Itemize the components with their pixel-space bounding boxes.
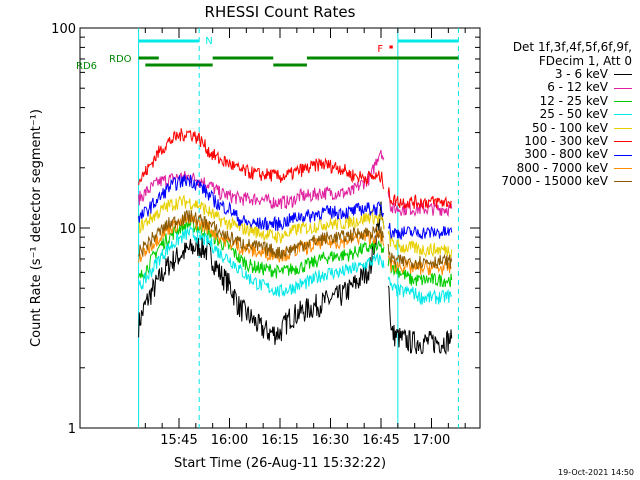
- legend-item-label: 50 - 100 keV: [531, 120, 608, 135]
- legend-header-line-1: Det 1f,3f,4f,5f,6f,9f,: [512, 40, 632, 54]
- x-tick-label: 16:30: [312, 433, 349, 448]
- y-tick-label: 10: [59, 222, 76, 237]
- series-line: [138, 128, 452, 211]
- legend-swatch: [614, 127, 632, 129]
- flag-label: N: [205, 36, 212, 47]
- legend-swatch: [614, 154, 632, 156]
- legend-item: 12 - 25 keV: [470, 93, 632, 108]
- legend-swatch: [614, 87, 632, 89]
- legend-item: 100 - 300 keV: [470, 134, 632, 149]
- legend-swatch: [614, 141, 632, 143]
- legend: Det 1f,3f,4f,5f,6f,9f, FDecim 1, Att 0 3…: [470, 40, 632, 189]
- series-line: [138, 217, 453, 288]
- series-line: [138, 194, 453, 259]
- footer-timestamp: 19-Oct-2021 14:50: [558, 468, 634, 477]
- x-tick-label: 16:45: [362, 433, 399, 448]
- series-line: [138, 225, 453, 306]
- legend-swatch: [614, 74, 632, 76]
- legend-item-label: 7000 - 15000 keV: [501, 174, 608, 189]
- y-tick-label: 100: [51, 22, 76, 37]
- legend-swatch: [614, 114, 632, 116]
- legend-item: 6 - 12 keV: [470, 80, 632, 95]
- legend-item-label: 800 - 7000 keV: [516, 160, 608, 175]
- legend-item-label: 6 - 12 keV: [547, 80, 608, 95]
- legend-item-label: 12 - 25 keV: [539, 93, 608, 108]
- legend-swatch: [614, 181, 632, 183]
- legend-item: 300 - 800 keV: [470, 148, 632, 161]
- legend-header-line-2: FDecim 1, Att 0: [538, 54, 632, 68]
- flag-label: RDO: [109, 54, 132, 65]
- x-axis-label: Start Time (26-Aug-11 15:32:22): [174, 456, 386, 471]
- x-tick-label: 16:00: [211, 433, 248, 448]
- legend-item: 25 - 50 keV: [470, 107, 632, 122]
- legend-item-label: 3 - 6 keV: [554, 67, 608, 81]
- y-tick-label: 1: [68, 422, 76, 437]
- legend-item: 3 - 6 keV: [470, 67, 632, 81]
- x-tick-label: 17:00: [413, 433, 450, 448]
- legend-item-label: 100 - 300 keV: [524, 134, 608, 149]
- x-tick-label: 15:45: [160, 433, 197, 448]
- chart-title: RHESSI Count Rates: [205, 3, 356, 21]
- legend-item-label: 25 - 50 keV: [539, 107, 608, 122]
- x-tick-label: 16:15: [261, 433, 298, 448]
- flag-label: F: [377, 44, 383, 55]
- legend-swatch: [614, 101, 632, 103]
- series-line: [138, 201, 453, 356]
- series-line: [138, 210, 453, 270]
- legend-item: 7000 - 15000 keV: [470, 174, 632, 189]
- legend-item-label: 300 - 800 keV: [524, 147, 608, 162]
- legend-item: 50 - 100 keV: [470, 120, 632, 135]
- flag-label: RD6: [76, 61, 97, 72]
- legend-swatch: [614, 168, 632, 170]
- series-line: [138, 174, 453, 240]
- legend-item: 800 - 7000 keV: [470, 160, 632, 175]
- y-axis-label: Count Rate (s⁻¹ detector segment⁻¹): [29, 109, 44, 347]
